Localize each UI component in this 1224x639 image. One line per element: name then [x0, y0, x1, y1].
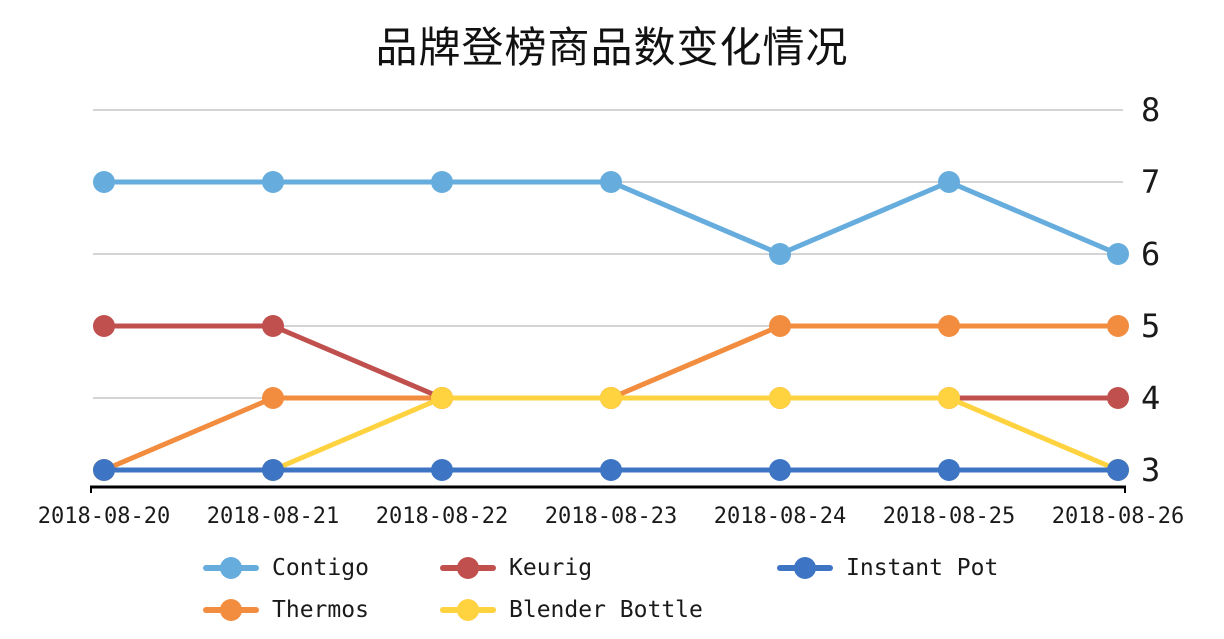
data-point-blender-bottle[interactable]	[600, 387, 622, 409]
legend-marker-icon	[440, 599, 496, 621]
y-axis-label: 4	[1141, 379, 1160, 417]
legend-dot-icon	[794, 557, 816, 579]
legend-marker-icon	[203, 557, 259, 579]
data-point-thermos[interactable]	[769, 315, 791, 337]
legend-item-thermos[interactable]: Thermos	[203, 591, 440, 629]
data-point-instant-pot[interactable]	[938, 459, 960, 481]
x-axis-label: 2018-08-21	[207, 504, 339, 529]
legend-marker-icon	[440, 557, 496, 579]
legend-marker-icon	[203, 599, 259, 621]
x-axis-label: 2018-08-26	[1052, 504, 1184, 529]
legend-dot-icon	[457, 557, 479, 579]
x-axis-label: 2018-08-23	[545, 504, 677, 529]
x-axis-label: 2018-08-22	[376, 504, 508, 529]
y-axis-label: 6	[1141, 235, 1160, 273]
data-point-contigo[interactable]	[431, 171, 453, 193]
data-point-contigo[interactable]	[938, 171, 960, 193]
data-point-blender-bottle[interactable]	[769, 387, 791, 409]
data-point-keurig[interactable]	[1107, 387, 1129, 409]
chart-title: 品牌登榜商品数变化情况	[375, 23, 849, 72]
legend-dot-icon	[220, 599, 242, 621]
data-point-contigo[interactable]	[262, 171, 284, 193]
legend-dot-icon	[220, 557, 242, 579]
data-point-keurig[interactable]	[93, 315, 115, 337]
y-axis-label: 5	[1141, 307, 1160, 345]
legend-label: Keurig	[509, 555, 593, 581]
data-point-thermos[interactable]	[262, 387, 284, 409]
legend-item-instant-pot[interactable]: Instant Pot	[777, 549, 998, 587]
x-axis-label: 2018-08-24	[714, 504, 846, 529]
data-point-instant-pot[interactable]	[262, 459, 284, 481]
data-point-contigo[interactable]	[600, 171, 622, 193]
data-point-instant-pot[interactable]	[769, 459, 791, 481]
data-point-contigo[interactable]	[1107, 243, 1129, 265]
legend-grid: Contigo Keurig Instant Pot Thermos Blender B…	[203, 549, 998, 629]
legend-marker-icon	[777, 557, 833, 579]
data-point-blender-bottle[interactable]	[431, 387, 453, 409]
legend-label: Thermos	[272, 597, 369, 623]
data-point-thermos[interactable]	[938, 315, 960, 337]
data-point-blender-bottle[interactable]	[938, 387, 960, 409]
data-point-contigo[interactable]	[769, 243, 791, 265]
y-axis-label: 7	[1141, 163, 1160, 201]
legend-label: Blender Bottle	[509, 597, 703, 623]
legend-dot-icon	[457, 599, 479, 621]
data-point-thermos[interactable]	[1107, 315, 1129, 337]
legend-item-keurig[interactable]: Keurig	[440, 549, 777, 587]
data-point-instant-pot[interactable]	[1107, 459, 1129, 481]
data-point-instant-pot[interactable]	[431, 459, 453, 481]
y-axis-label: 3	[1141, 451, 1160, 489]
legend-item-blender-bottle[interactable]: Blender Bottle	[440, 591, 777, 629]
x-axis-label: 2018-08-20	[38, 504, 170, 529]
chart-canvas: 8 7 6 5 4 3 2018-08-20 2018-08-21 2018-08-22 2018…	[38, 91, 1184, 529]
data-point-keurig[interactable]	[262, 315, 284, 337]
legend-label: Contigo	[272, 555, 369, 581]
data-point-contigo[interactable]	[93, 171, 115, 193]
data-point-instant-pot[interactable]	[600, 459, 622, 481]
legend-item-contigo[interactable]: Contigo	[203, 549, 440, 587]
chart-legend: Contigo Keurig Instant Pot Thermos Blender B…	[0, 549, 1224, 629]
y-axis-label: 8	[1141, 91, 1160, 129]
legend-label: Instant Pot	[846, 555, 999, 581]
data-point-instant-pot[interactable]	[93, 459, 115, 481]
x-axis-label: 2018-08-25	[883, 504, 1015, 529]
